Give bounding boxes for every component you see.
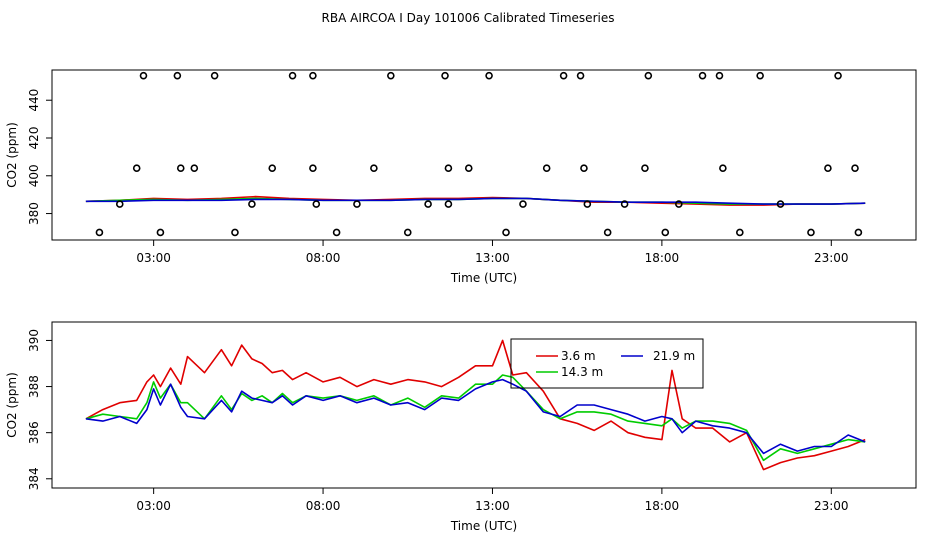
data-point	[644, 71, 653, 80]
x-tick-label: 03:00	[136, 499, 171, 513]
data-point	[132, 164, 141, 173]
y-tick-label: 388	[27, 375, 41, 398]
series-line-1	[85, 195, 866, 206]
x-tick-label: 23:00	[814, 499, 849, 513]
series-line-3	[85, 378, 866, 455]
y-tick-label: 400	[27, 164, 41, 187]
data-point	[641, 164, 649, 173]
data-point	[807, 228, 815, 237]
data-point	[620, 200, 629, 208]
data-point	[309, 164, 317, 173]
panel-top: 03:00 08:00 13:00 18:00 23:00 380 400 420 440 Tim…	[5, 69, 917, 285]
y-tick-label: 420	[27, 127, 41, 150]
data-point	[756, 71, 764, 80]
x-tick-label: 13:00	[475, 499, 510, 513]
x-axis-label: Time (UTC)	[450, 271, 517, 285]
data-point	[95, 228, 104, 237]
panel-bottom: 03:00 08:00 13:00 18:00 23:00 384 386 388 390 Tim…	[5, 321, 917, 533]
data-point	[139, 71, 148, 80]
data-point	[312, 200, 321, 208]
legend-label: 3.6 m	[561, 349, 596, 363]
data-point	[288, 71, 297, 80]
data-point	[403, 228, 412, 237]
data-point	[519, 200, 527, 208]
legend-box	[510, 338, 704, 389]
x-tick-label: 23:00	[814, 251, 849, 265]
data-point	[576, 71, 585, 80]
data-point	[115, 200, 124, 208]
data-point	[156, 228, 165, 237]
data-point	[464, 164, 473, 173]
data-point	[268, 164, 277, 173]
data-point	[851, 164, 859, 173]
data-point	[309, 71, 317, 80]
y-tick-label: 390	[27, 329, 41, 352]
data-point	[675, 200, 683, 208]
data-point	[370, 164, 378, 173]
x-tick-label: 18:00	[645, 251, 680, 265]
data-point	[441, 71, 449, 80]
y-axis-label: CO2 (ppm)	[5, 372, 19, 438]
y-tick-label: 384	[27, 467, 41, 490]
data-point	[580, 164, 588, 173]
data-point	[176, 164, 185, 173]
data-point	[854, 228, 863, 237]
data-point	[698, 71, 707, 80]
x-axis-label: Time (UTC)	[450, 519, 517, 533]
data-point	[190, 164, 199, 173]
y-tick-label: 380	[27, 202, 41, 225]
legend-label: 14.3 m	[561, 365, 603, 379]
data-point	[444, 164, 453, 173]
x-tick-label: 08:00	[306, 499, 341, 513]
data-point	[583, 200, 592, 208]
plot-frame	[51, 321, 917, 489]
data-point	[559, 71, 568, 80]
chart-title: RBA AIRCOA I Day 101006 Calibrated Times…	[322, 11, 615, 25]
data-point	[248, 200, 256, 208]
data-point	[834, 71, 842, 80]
data-point	[231, 228, 239, 237]
data-point	[387, 71, 395, 80]
y-tick-label: 386	[27, 421, 41, 444]
data-point	[661, 228, 670, 237]
data-point	[736, 228, 744, 237]
x-tick-label: 03:00	[136, 251, 171, 265]
data-point	[542, 164, 551, 173]
plot-frame	[51, 69, 917, 241]
data-point	[719, 164, 727, 173]
data-point	[776, 200, 785, 208]
y-tick-label: 440	[27, 89, 41, 112]
data-point	[444, 200, 453, 208]
data-point	[603, 228, 612, 237]
data-point	[332, 228, 341, 237]
data-point	[715, 71, 724, 80]
data-point	[173, 71, 182, 80]
x-tick-label: 13:00	[475, 251, 510, 265]
data-point	[502, 228, 510, 237]
x-tick-label: 18:00	[645, 499, 680, 513]
series-line-3	[85, 197, 866, 205]
data-point	[824, 164, 832, 173]
data-point	[424, 200, 432, 208]
data-point	[485, 71, 493, 80]
legend-label: 21.9 m	[653, 349, 695, 363]
x-tick-label: 08:00	[306, 251, 341, 265]
y-axis-label: CO2 (ppm)	[5, 122, 19, 188]
series-line-1	[85, 339, 866, 471]
data-point	[210, 71, 219, 80]
series-line-2	[85, 374, 866, 462]
data-point	[353, 200, 361, 208]
